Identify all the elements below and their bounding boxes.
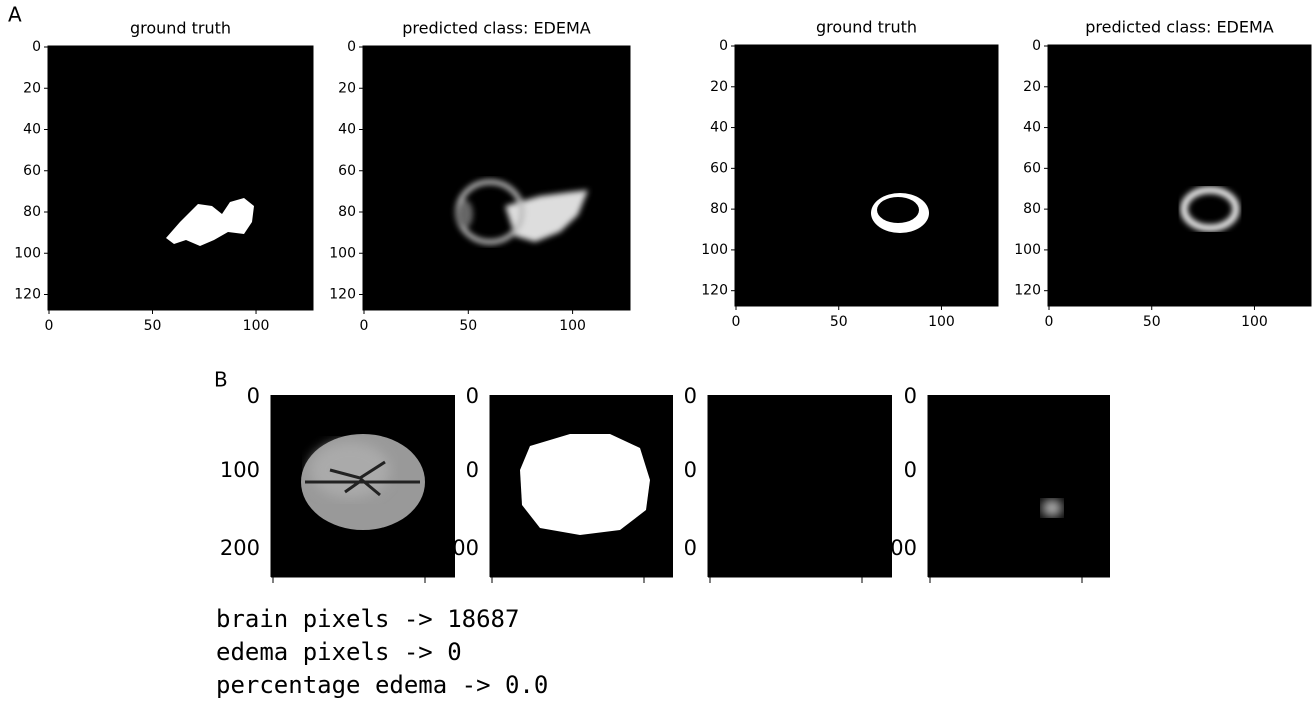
y-tick-label: 40 [23,122,41,138]
y-tick-label: 20 [710,79,728,95]
x-tick-label: 100 [243,318,270,334]
y-tick-label: 0 [684,458,697,482]
y-tick-label: 40 [1023,120,1041,136]
y-tick-label: 100 [329,245,356,261]
y-tick-label: 0 [466,384,479,408]
y-tick-label: 0 [904,384,917,408]
image [1048,45,1311,306]
y-tick-label: 0 [684,536,697,560]
y-tick-label: 0 [466,458,479,482]
y-tick-label: 80 [338,204,356,220]
stat-line: edema pixels -> 0 [216,638,462,666]
y-tick-label: 20 [23,80,41,96]
y-tick-label: 60 [1023,160,1041,176]
axes-frame [47,45,314,311]
y-tick-label: 00 [890,536,917,560]
y-tick-label: 20 [1023,79,1041,95]
y-tick-label: 0 [719,38,728,54]
plot-title: predicted class: EDEMA [1085,18,1274,37]
image [271,395,455,577]
y-tick-label: 0 [347,39,356,55]
y-tick-label: 60 [23,163,41,179]
axes-frame [362,45,631,311]
y-tick-label: 120 [1014,283,1041,299]
panel-label: B [214,368,228,392]
plot-title: ground truth [130,19,231,38]
y-tick-label: 120 [701,283,728,299]
image [735,45,998,306]
x-tick-label: 50 [1143,314,1161,330]
y-tick-label: 0 [247,384,260,408]
axes-frame [734,44,999,307]
x-tick-label: 50 [830,314,848,330]
image [363,46,630,310]
y-tick-label: 40 [338,122,356,138]
x-tick-label: 0 [360,318,369,334]
y-tick-label: 0 [1032,38,1041,54]
y-tick-label: 80 [1023,201,1041,217]
y-tick-label: 120 [14,287,41,303]
plot-title: predicted class: EDEMA [402,19,591,38]
y-tick-label: 100 [1014,242,1041,258]
image [928,395,1110,577]
x-tick-label: 0 [1045,314,1054,330]
x-tick-label: 50 [459,318,477,334]
y-tick-label: 20 [338,80,356,96]
y-tick-label: 80 [23,204,41,220]
y-tick-label: 00 [452,536,479,560]
y-tick-label: 100 [701,242,728,258]
plot-title: ground truth [816,18,917,37]
x-tick-label: 50 [144,318,162,334]
y-tick-label: 80 [710,201,728,217]
y-tick-label: 100 [220,458,260,482]
y-tick-label: 40 [710,120,728,136]
y-tick-label: 0 [32,39,41,55]
y-tick-label: 60 [710,160,728,176]
image [490,395,673,577]
stat-line: percentage edema -> 0.0 [216,671,548,699]
x-tick-label: 0 [45,318,54,334]
x-tick-label: 100 [928,314,955,330]
stat-line: brain pixels -> 18687 [216,605,519,633]
y-tick-label: 120 [329,287,356,303]
y-tick-label: 100 [14,245,41,261]
x-tick-label: 0 [732,314,741,330]
x-tick-label: 100 [1241,314,1268,330]
y-tick-label: 60 [338,163,356,179]
image [708,395,892,577]
x-tick-label: 100 [559,318,586,334]
y-tick-label: 0 [684,384,697,408]
image [48,46,313,310]
y-tick-label: 0 [904,458,917,482]
axes-frame [1047,44,1312,307]
y-tick-label: 200 [220,536,260,560]
panel-label: A [8,3,22,27]
